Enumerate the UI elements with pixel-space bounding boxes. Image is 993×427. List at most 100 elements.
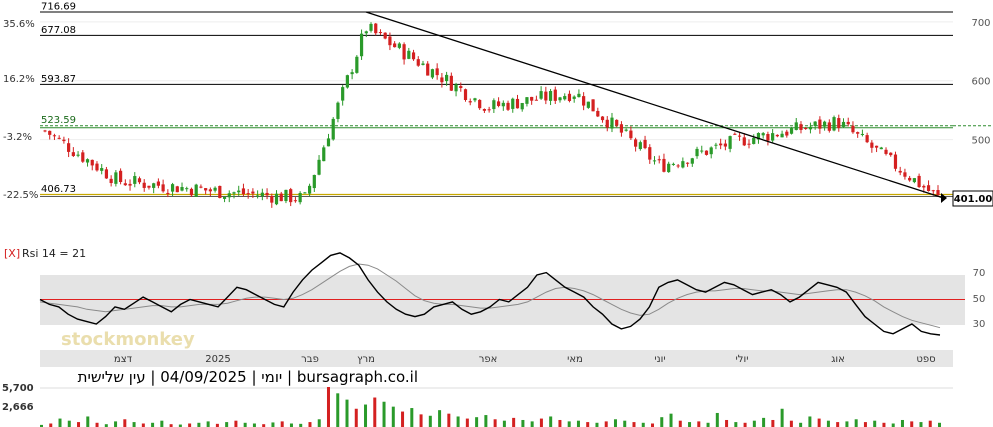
candle-body <box>638 142 642 150</box>
candle-body <box>695 148 699 157</box>
volume-bar <box>595 422 599 427</box>
candle-body <box>747 143 751 145</box>
price-panel: 716.69 677.08 593.87 523.59 406.73 700 600 500… <box>3 0 993 233</box>
candle-body <box>241 188 246 195</box>
candle-body <box>133 176 137 184</box>
x-axis-label: אפר <box>479 354 498 365</box>
volume-bar <box>225 422 229 427</box>
volume-bar <box>891 423 895 427</box>
candle-body <box>175 186 179 193</box>
volume-bar <box>725 419 729 427</box>
candle-body <box>719 143 723 146</box>
candle-body <box>194 184 198 197</box>
candle-body <box>596 110 600 117</box>
volume-bar <box>651 423 655 427</box>
candle-body <box>189 188 194 196</box>
level-label: 593.87 <box>41 74 76 85</box>
volume-bar <box>188 423 192 427</box>
candle-body <box>345 75 349 88</box>
volume-bar <box>863 422 867 427</box>
candle-body <box>813 121 817 126</box>
candle-body <box>752 137 756 144</box>
candle-body <box>114 172 118 184</box>
x-axis-label: מאי <box>567 354 583 365</box>
rsi-close-button[interactable]: [X] <box>4 247 20 260</box>
candle-body <box>643 139 647 149</box>
candle-body <box>421 63 425 65</box>
volume-bar <box>567 421 571 427</box>
level-label: 716.69 <box>41 2 76 13</box>
volume-bar <box>95 422 99 427</box>
candle-body <box>454 84 458 92</box>
volume-bar <box>197 422 201 427</box>
volume-bar <box>530 421 534 427</box>
price-pct-label: -22.5% <box>3 190 38 201</box>
candle-body <box>284 189 288 202</box>
candle-body <box>95 163 99 171</box>
volume-bar <box>493 419 497 427</box>
candle-body <box>123 183 127 186</box>
volume-bar <box>77 422 81 427</box>
volume-bar <box>697 421 701 427</box>
candle-body <box>104 169 109 179</box>
volume-bar <box>280 421 284 427</box>
volume-bar <box>40 424 43 427</box>
candle-body <box>227 193 231 198</box>
candle-body <box>501 102 505 107</box>
volume-max-label: 5,700 <box>2 383 34 394</box>
volume-bar <box>521 419 525 427</box>
volume-bar <box>299 423 303 427</box>
volume-bar <box>354 408 358 427</box>
candle-body <box>331 118 335 140</box>
level-label: 677.08 <box>41 25 76 36</box>
candle-body <box>109 178 113 184</box>
volume-bar <box>215 423 219 427</box>
volume-bar <box>336 393 340 427</box>
candle-body <box>478 99 482 109</box>
volume-bar <box>438 410 442 427</box>
candle-body <box>685 162 690 164</box>
volume-bar <box>132 422 136 427</box>
volume-bar <box>475 417 479 427</box>
volume-bar <box>780 408 784 427</box>
candle-body <box>492 100 496 110</box>
volume-bar <box>576 420 580 427</box>
candle-body <box>208 189 212 192</box>
x-axis-label: פבר <box>301 354 319 365</box>
x-axis-label: מרץ <box>357 354 375 365</box>
volume-bar <box>752 420 756 427</box>
candle-body <box>832 117 836 131</box>
candle-body <box>903 172 907 177</box>
candle-body <box>577 93 581 98</box>
candle-body <box>62 139 66 142</box>
candle-body <box>860 133 865 135</box>
candle-body <box>624 129 628 131</box>
rsi-line <box>39 252 941 336</box>
candle-body <box>506 102 510 110</box>
candle-body <box>619 124 624 133</box>
candle-body <box>482 108 487 111</box>
last-price-label: 401.00 <box>954 194 993 205</box>
volume-bar <box>678 420 682 427</box>
volume-bar <box>817 418 821 427</box>
candle-body <box>582 96 586 106</box>
volume-bar <box>549 416 553 427</box>
candle-body <box>879 147 883 150</box>
volume-bar <box>900 419 904 427</box>
candle-body <box>152 183 156 188</box>
candle-body <box>156 181 160 186</box>
candle-body <box>317 159 321 175</box>
candle-body <box>435 68 439 76</box>
candle-body <box>364 31 368 34</box>
x-axis-label: יולי <box>736 354 749 365</box>
volume-bar <box>743 422 747 427</box>
candle-body <box>841 121 846 127</box>
watermark: stockmonkey <box>61 329 195 350</box>
candle-body <box>520 102 524 110</box>
candle-body <box>700 150 704 152</box>
x-axis-label: יוני <box>654 354 665 365</box>
volume-bar <box>938 422 941 427</box>
candle-body <box>908 177 912 181</box>
candle-body <box>416 59 420 66</box>
